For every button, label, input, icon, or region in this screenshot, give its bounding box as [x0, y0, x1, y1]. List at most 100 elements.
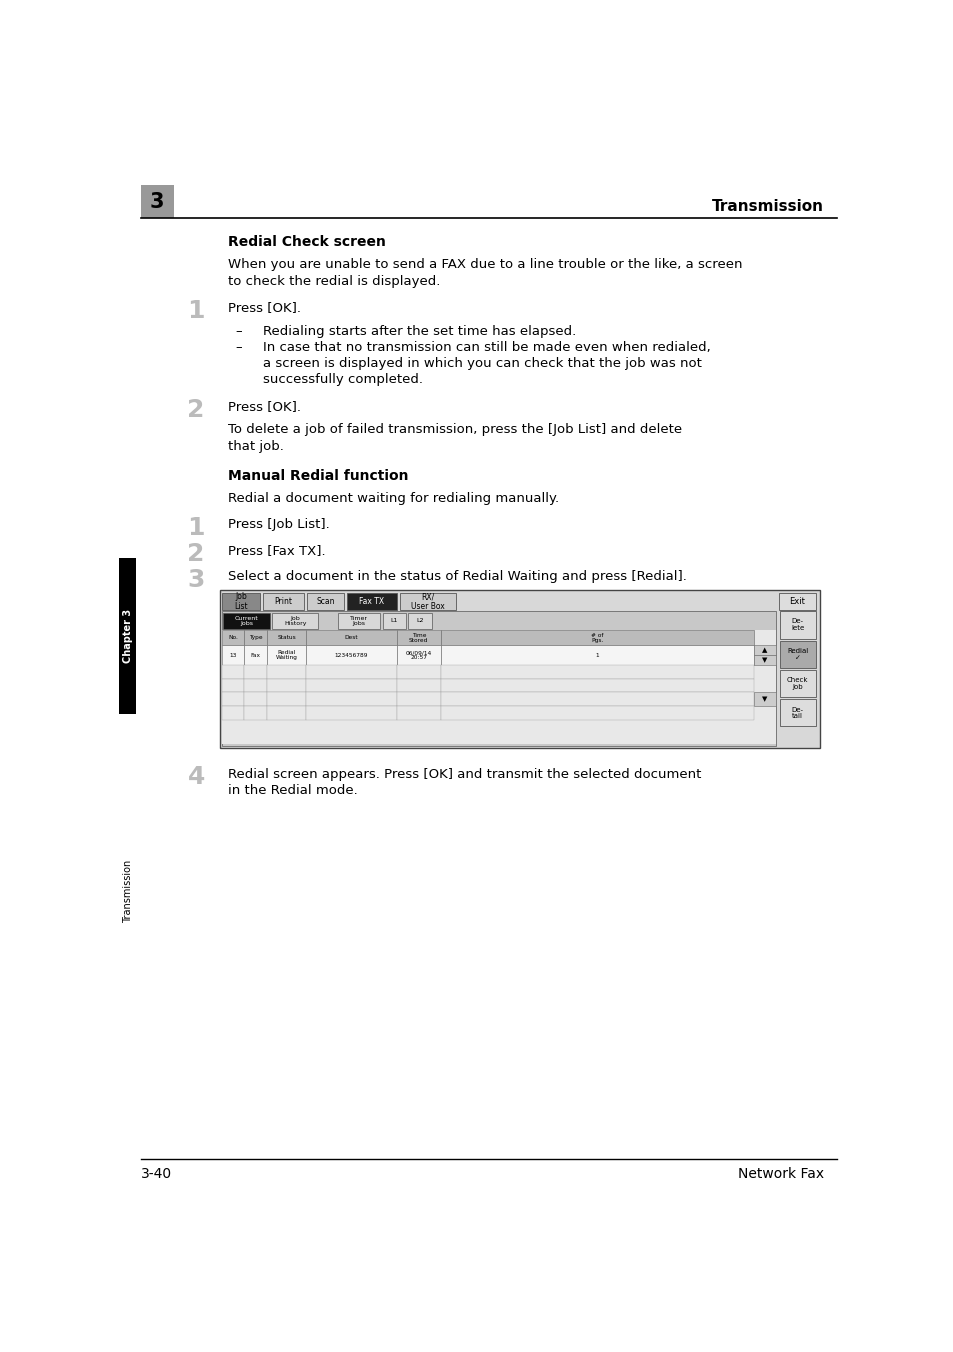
Text: Fax: Fax: [251, 653, 260, 657]
Bar: [307, 592, 344, 610]
Text: L1: L1: [391, 618, 397, 623]
Bar: [267, 692, 306, 706]
Text: ▲: ▲: [761, 648, 767, 653]
Bar: [408, 614, 431, 629]
Text: 1: 1: [595, 653, 598, 657]
Bar: [222, 630, 244, 645]
Bar: [306, 645, 396, 665]
Text: Status: Status: [277, 635, 295, 641]
Text: –: –: [235, 324, 242, 338]
Bar: [306, 706, 396, 721]
Text: In case that no transmission can still be made even when redialed,: In case that no transmission can still b…: [262, 341, 710, 354]
Text: De-
tail: De- tail: [791, 707, 803, 719]
Bar: [778, 592, 815, 610]
Bar: [244, 645, 267, 665]
Text: 3-40: 3-40: [141, 1167, 172, 1182]
Bar: [244, 630, 267, 645]
Bar: [440, 692, 753, 706]
Text: Press [Job List].: Press [Job List].: [228, 518, 329, 531]
Bar: [306, 692, 396, 706]
Text: RX/
User Box: RX/ User Box: [411, 592, 444, 611]
Bar: [440, 679, 753, 692]
Text: Redial Check screen: Redial Check screen: [228, 235, 385, 249]
Text: Redial
Waiting: Redial Waiting: [275, 650, 297, 660]
Bar: [396, 679, 440, 692]
Bar: [753, 656, 775, 665]
Text: Redialing starts after the set time has elapsed.: Redialing starts after the set time has …: [262, 324, 576, 338]
Bar: [272, 614, 318, 629]
Text: De-
lete: De- lete: [790, 618, 803, 631]
Text: # of
Pgs.: # of Pgs.: [591, 633, 603, 642]
Text: Redial a document waiting for redialing manually.: Redial a document waiting for redialing …: [228, 492, 558, 504]
Text: to check the redial is displayed.: to check the redial is displayed.: [228, 274, 439, 288]
Bar: [779, 699, 815, 726]
Bar: [779, 611, 815, 638]
Bar: [396, 706, 440, 721]
Bar: [440, 665, 753, 679]
Bar: [244, 692, 267, 706]
Text: 06/09/14
20:57: 06/09/14 20:57: [405, 650, 432, 660]
Bar: [267, 630, 306, 645]
Bar: [263, 592, 303, 610]
Text: Fax TX: Fax TX: [359, 598, 384, 606]
Text: –: –: [235, 341, 242, 354]
Text: Network Fax: Network Fax: [737, 1167, 822, 1182]
Text: 4: 4: [187, 765, 205, 790]
Bar: [306, 665, 396, 679]
Bar: [396, 692, 440, 706]
Bar: [779, 641, 815, 668]
Text: When you are unable to send a FAX due to a line trouble or the like, a screen: When you are unable to send a FAX due to…: [228, 258, 741, 272]
Bar: [347, 592, 396, 610]
Bar: [222, 630, 775, 745]
Text: To delete a job of failed transmission, press the [Job List] and delete: To delete a job of failed transmission, …: [228, 423, 681, 437]
Text: in the Redial mode.: in the Redial mode.: [228, 784, 357, 796]
Bar: [337, 614, 380, 629]
Bar: [267, 645, 306, 665]
Text: successfully completed.: successfully completed.: [262, 373, 422, 387]
Bar: [141, 185, 173, 218]
Text: Press [Fax TX].: Press [Fax TX].: [228, 545, 325, 557]
Bar: [221, 611, 776, 746]
Text: ▼: ▼: [761, 696, 767, 703]
Bar: [222, 706, 244, 721]
Bar: [222, 692, 244, 706]
Text: ▼: ▼: [761, 657, 767, 662]
Text: Transmission: Transmission: [123, 860, 132, 922]
Text: 1: 1: [187, 516, 205, 539]
Bar: [223, 614, 270, 629]
Bar: [267, 665, 306, 679]
Bar: [221, 592, 260, 610]
Text: Select a document in the status of Redial Waiting and press [Redial].: Select a document in the status of Redia…: [228, 571, 686, 583]
Text: Check
Job: Check Job: [786, 677, 807, 690]
Text: Current
Jobs: Current Jobs: [234, 615, 258, 626]
Text: Dest: Dest: [344, 635, 357, 641]
Text: Press [OK].: Press [OK].: [228, 301, 300, 314]
Text: No.: No.: [228, 635, 238, 641]
Bar: [267, 706, 306, 721]
Bar: [244, 679, 267, 692]
Text: 1: 1: [187, 299, 205, 323]
Text: 13: 13: [230, 653, 236, 657]
Bar: [753, 692, 775, 706]
Text: 123456789: 123456789: [335, 653, 368, 657]
Text: Press [OK].: Press [OK].: [228, 400, 300, 412]
Text: Transmission: Transmission: [711, 199, 822, 215]
Text: Redial
✓: Redial ✓: [786, 648, 807, 661]
Text: 3: 3: [150, 192, 164, 211]
Bar: [306, 630, 396, 645]
Text: Time
Stored: Time Stored: [409, 633, 428, 642]
Text: Redial screen appears. Press [OK] and transmit the selected document: Redial screen appears. Press [OK] and tr…: [228, 768, 700, 780]
Bar: [119, 558, 136, 714]
Text: Manual Redial function: Manual Redial function: [228, 469, 408, 483]
Text: Exit: Exit: [789, 598, 804, 606]
Bar: [382, 614, 406, 629]
Bar: [779, 671, 815, 698]
Bar: [440, 706, 753, 721]
Text: Type: Type: [249, 635, 262, 641]
Bar: [399, 592, 456, 610]
Text: Scan: Scan: [315, 598, 335, 606]
Text: L2: L2: [416, 618, 423, 623]
Bar: [222, 665, 244, 679]
Text: Timer
Jobs: Timer Jobs: [350, 615, 368, 626]
Bar: [222, 679, 244, 692]
